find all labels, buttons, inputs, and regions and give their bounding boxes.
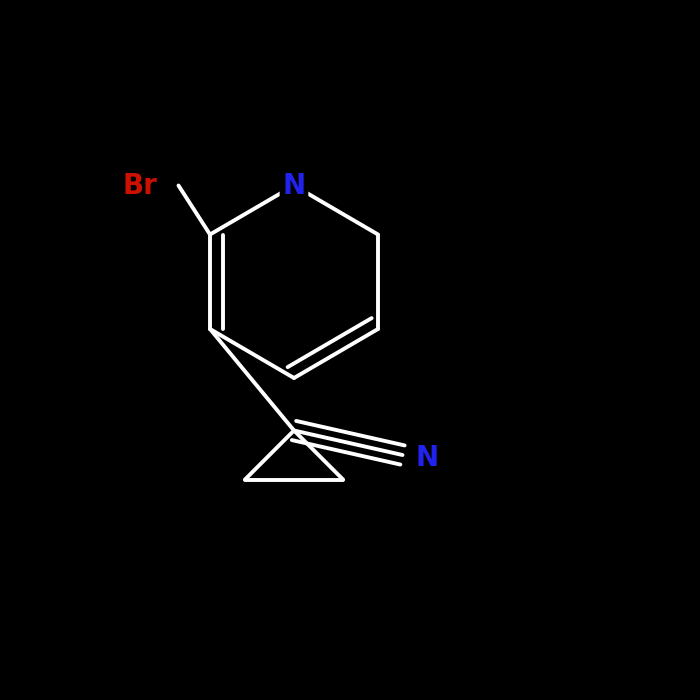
Text: N: N <box>415 444 439 472</box>
Text: N: N <box>282 172 306 200</box>
Text: Br: Br <box>122 172 158 200</box>
